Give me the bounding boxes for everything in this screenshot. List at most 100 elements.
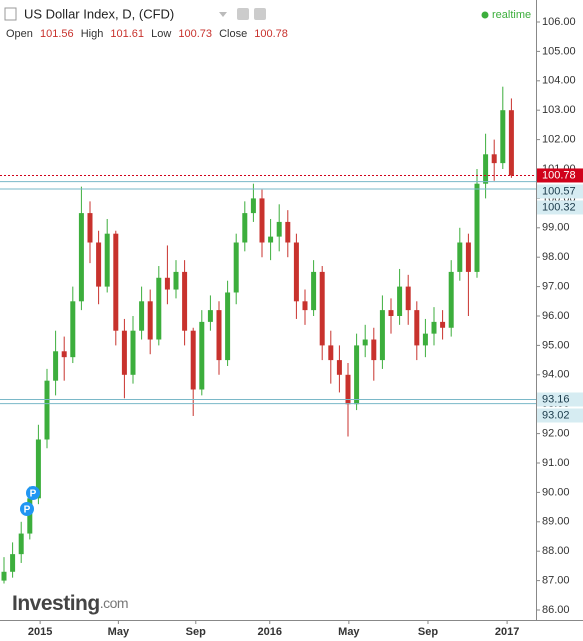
chart-title: US Dollar Index, D, (CFD): [24, 6, 174, 21]
price-label-box: [537, 200, 583, 215]
candle-body: [104, 233, 110, 287]
y-tick-label: 97.00: [542, 281, 570, 293]
candle-body: [388, 310, 394, 316]
high-value: 101.61: [110, 28, 144, 40]
status: realtime: [492, 9, 531, 21]
candle-body: [414, 310, 420, 346]
candle-body: [440, 321, 446, 328]
candle-body: [61, 351, 67, 358]
logo: Investing.com: [12, 592, 128, 615]
candle-body: [293, 242, 299, 302]
low-value: 100.73: [178, 28, 212, 40]
price-label-box: [537, 184, 583, 199]
candle-body: [354, 345, 360, 405]
candle-body: [96, 242, 102, 287]
event-label: P: [24, 505, 31, 516]
candle-body: [121, 330, 127, 375]
candle-body: [250, 198, 256, 214]
candle-body: [207, 310, 213, 322]
candle-body: [164, 277, 170, 290]
price-label: 100.57: [542, 185, 576, 197]
candle-body: [405, 286, 411, 311]
high-label: High: [81, 28, 104, 40]
event-marker: [20, 502, 34, 516]
y-tick-label: 98.00: [542, 251, 570, 263]
candle-body: [35, 439, 41, 499]
y-tick-label: 87.00: [542, 575, 570, 587]
candle-body: [44, 380, 50, 440]
candle-body: [139, 301, 145, 331]
x-tick-label: May: [338, 626, 360, 638]
candle-body: [53, 351, 59, 381]
candle-body: [18, 533, 24, 555]
x-tick-label: Sep: [186, 626, 206, 638]
y-tick-label: 104.00: [542, 75, 576, 87]
low-label: Low: [151, 28, 171, 40]
candle-body: [78, 213, 84, 302]
y-tick-label: 105.00: [542, 45, 576, 57]
x-tick-label: 2017: [495, 626, 519, 638]
y-tick-label: 91.00: [542, 457, 570, 469]
settings-icon[interactable]: [237, 8, 249, 20]
y-tick-label: 88.00: [542, 545, 570, 557]
candle-body: [362, 339, 368, 346]
price-label: 100.78: [542, 169, 576, 181]
close-label: Close: [219, 28, 247, 40]
dropdown-icon[interactable]: [219, 12, 227, 17]
open-label: Open: [6, 28, 33, 40]
candle-body: [173, 271, 179, 290]
y-tick-label: 92.00: [542, 428, 570, 440]
y-tick-label: 103.00: [542, 104, 576, 116]
candle-body: [259, 198, 265, 243]
candle-body: [182, 271, 188, 331]
candle-body: [1, 571, 7, 581]
event-label: P: [30, 489, 37, 500]
price-label-box: [537, 392, 583, 407]
x-tick-label: 2015: [28, 626, 52, 638]
candle-body: [319, 271, 325, 346]
candle-body: [508, 110, 514, 176]
close-value: 100.78: [254, 28, 288, 40]
y-tick-label: 94.00: [542, 369, 570, 381]
candle-body: [457, 242, 463, 272]
candle-body: [70, 301, 76, 358]
candle-body: [147, 301, 153, 340]
y-tick-label: 90.00: [542, 486, 570, 498]
y-tick-label: 96.00: [542, 310, 570, 322]
candle-body: [336, 360, 342, 375]
candle-body: [27, 498, 33, 534]
candle-body: [379, 310, 385, 361]
candle-body: [225, 292, 231, 361]
candle-body: [130, 330, 136, 375]
ohlc-header: Open 101.56 High 101.61 Low 100.73 Close…: [6, 28, 288, 40]
price-label: 93.16: [542, 393, 570, 405]
y-tick-label: 106.00: [542, 16, 576, 28]
candle-body: [10, 554, 16, 572]
y-tick-label: 95.00: [542, 339, 570, 351]
candle-body: [328, 345, 334, 361]
candle-body: [311, 271, 317, 311]
open-value: 101.56: [40, 28, 74, 40]
event-marker: [26, 486, 40, 500]
candle-body: [431, 321, 437, 334]
price-label-box: [537, 168, 583, 183]
candle-body: [233, 242, 239, 293]
y-tick-label: 89.00: [542, 516, 570, 528]
candle-body: [156, 277, 162, 340]
candle-body: [302, 301, 308, 311]
candle-body: [87, 213, 93, 243]
candle-body: [397, 286, 403, 316]
y-tick-label: 99.00: [542, 222, 570, 234]
x-tick-label: Sep: [418, 626, 438, 638]
price-label-box: [537, 408, 583, 423]
candle-body: [268, 236, 274, 243]
collapse-icon[interactable]: [4, 7, 17, 21]
y-tick-label: 86.00: [542, 604, 570, 616]
y-tick-label: 102.00: [542, 134, 576, 146]
gear-icon[interactable]: [254, 8, 266, 20]
candle-body: [190, 330, 196, 390]
candle-body: [345, 374, 351, 405]
logo-suffix: .com: [100, 595, 128, 611]
